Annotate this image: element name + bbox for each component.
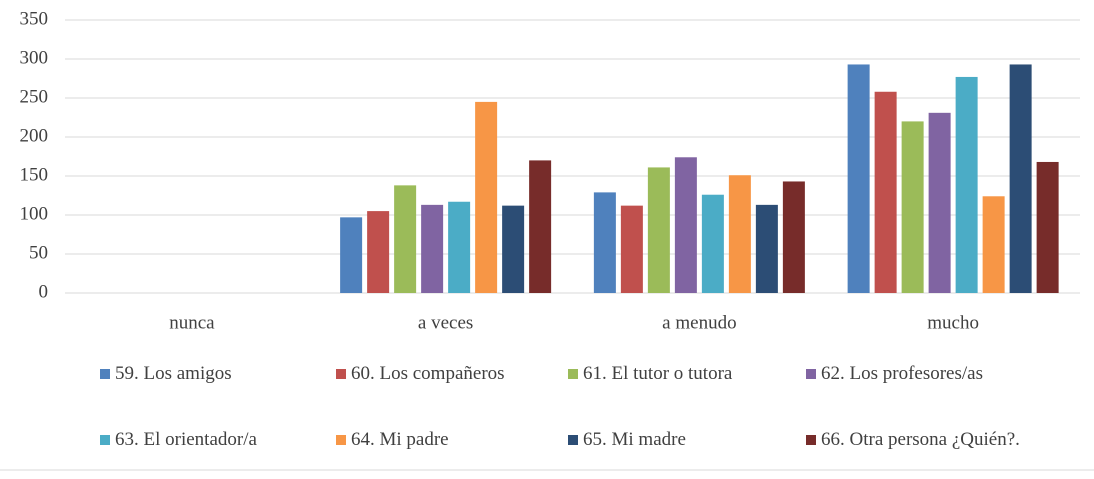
bar (674, 157, 697, 293)
legend-swatch (100, 369, 110, 379)
y-tick-label: 300 (20, 47, 49, 68)
bar (728, 175, 751, 293)
bar (955, 76, 978, 293)
y-tick-label: 350 (20, 8, 49, 29)
bar (782, 181, 805, 293)
legend-swatch (568, 435, 578, 445)
x-tick-label: a veces (418, 312, 473, 333)
bar (1036, 161, 1059, 293)
y-tick-label: 0 (39, 281, 49, 302)
y-tick-label: 250 (20, 86, 49, 107)
legend-swatch (806, 369, 816, 379)
legend-item: 62. Los profesores/as (806, 364, 1021, 384)
legend-item: 60. Los compañeros (336, 364, 566, 384)
legend-item: 66. Otra persona ¿Quién?. (806, 430, 1021, 450)
legend-item: 65. Mi madre (568, 430, 798, 450)
bar (593, 192, 616, 293)
x-tick-label: a menudo (662, 312, 736, 333)
y-tick-label: 50 (29, 242, 48, 263)
bar (502, 205, 525, 293)
legend-item: 61. El tutor o tutora (568, 364, 798, 384)
bar (394, 185, 417, 293)
legend-swatch (336, 435, 346, 445)
legend-swatch (806, 435, 816, 445)
bar (874, 91, 897, 293)
legend-label: 61. El tutor o tutora (583, 363, 733, 384)
legend-item: 63. El orientador/a (100, 430, 330, 450)
bar (1009, 64, 1032, 294)
bar (755, 204, 778, 293)
bar (847, 64, 870, 294)
bar (982, 196, 1005, 293)
legend-label: 64. Mi padre (351, 429, 449, 450)
bar (340, 217, 363, 293)
legend-label: 63. El orientador/a (115, 429, 257, 450)
y-tick-label: 150 (20, 164, 49, 185)
x-tick-label: mucho (927, 312, 979, 333)
bar (647, 167, 670, 293)
legend-label: 66. Otra persona ¿Quién?. (821, 429, 1020, 450)
bar (421, 204, 444, 293)
bar (475, 101, 498, 294)
bar (448, 201, 471, 293)
legend-label: 59. Los amigos (115, 363, 232, 384)
y-tick-label: 200 (20, 125, 49, 146)
legend-swatch (100, 435, 110, 445)
bar (620, 205, 643, 293)
bar (529, 160, 552, 293)
bar (701, 194, 724, 293)
bar (928, 112, 951, 293)
bar (901, 121, 924, 294)
legend-item: 59. Los amigos (100, 364, 330, 384)
x-tick-label: nunca (169, 312, 215, 333)
legend-label: 65. Mi madre (583, 429, 686, 450)
legend-swatch (568, 369, 578, 379)
y-tick-label: 100 (20, 203, 49, 224)
legend-label: 60. Los compañeros (351, 363, 505, 384)
legend-label: 62. Los profesores/as (821, 363, 983, 384)
legend-swatch (336, 369, 346, 379)
legend-item: 64. Mi padre (336, 430, 566, 450)
bar (367, 211, 390, 293)
